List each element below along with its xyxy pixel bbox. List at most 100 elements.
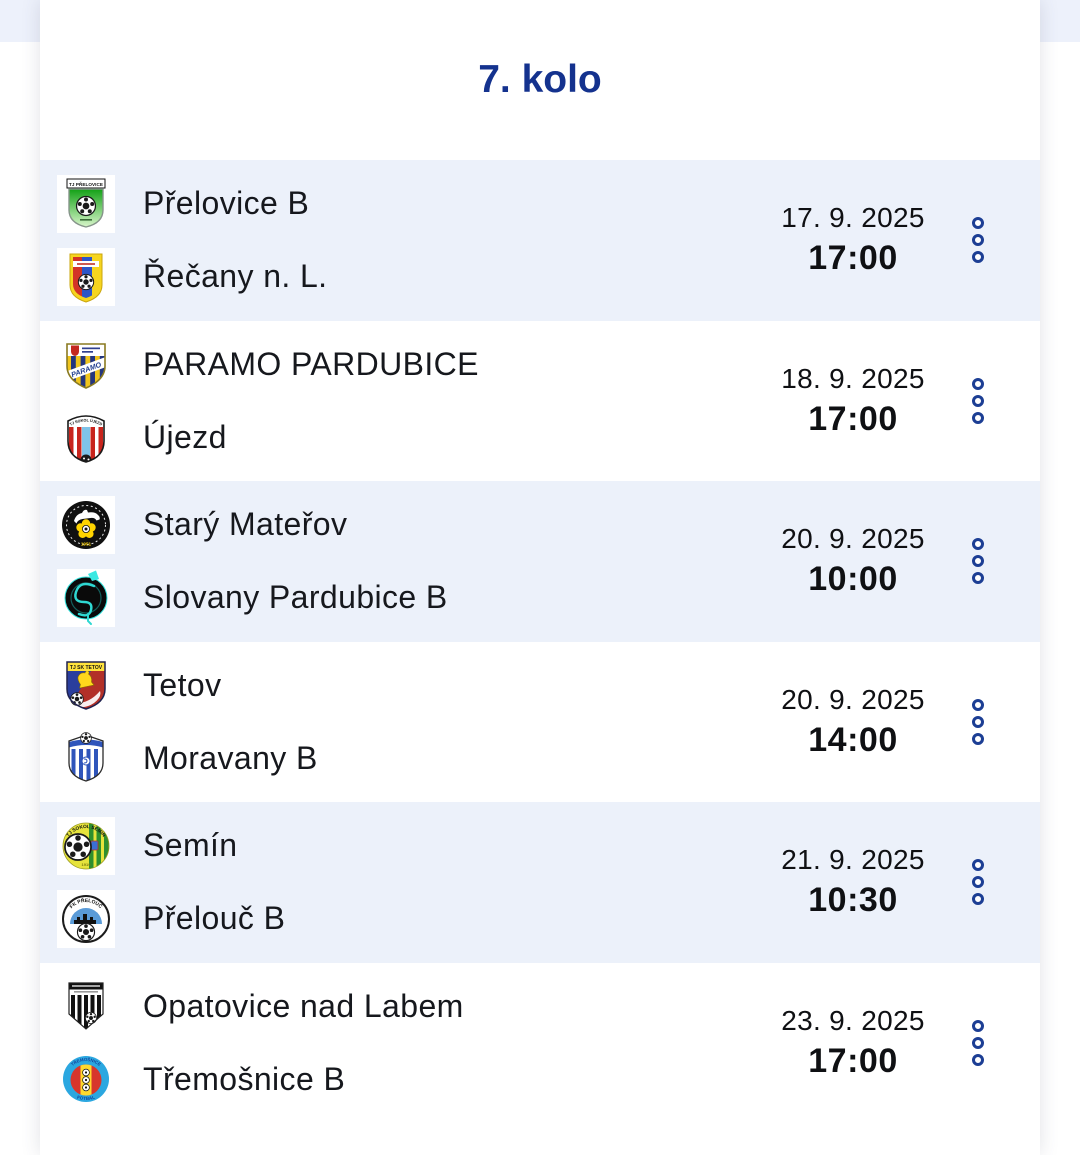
away-team-link[interactable]: FK PŘELOUČ Přelouč B bbox=[57, 889, 285, 948]
ring-dot-icon bbox=[972, 893, 984, 906]
ring-dot-icon bbox=[972, 377, 984, 390]
away-team-logo bbox=[57, 247, 115, 306]
away-team-name: Moravany B bbox=[143, 739, 318, 776]
match-date: 18. 9. 2025 bbox=[781, 362, 925, 394]
home-team-logo bbox=[57, 977, 115, 1036]
home-team-link[interactable]: PARAMO PARAMO PARDUBICE bbox=[57, 335, 479, 394]
slovany-pardubice-crest-icon bbox=[64, 570, 108, 625]
match-time: 17:00 bbox=[808, 239, 898, 278]
moravany-crest-icon bbox=[68, 732, 104, 782]
home-team-link[interactable]: TJ SOKOL SEMÍN 1919 Semín bbox=[57, 816, 285, 875]
match-time: 10:00 bbox=[808, 560, 898, 599]
match-datetime: 21. 9. 2025 10:30 bbox=[772, 842, 934, 922]
prelovice-crest-icon: TJ PŘELOVICE bbox=[66, 178, 106, 228]
away-team-link[interactable]: TJ SOKOL ÚJEZD Újezd bbox=[57, 408, 479, 467]
away-team-name: Třemošnice B bbox=[143, 1060, 346, 1097]
home-team-name: PARAMO PARDUBICE bbox=[143, 345, 479, 382]
away-team-link[interactable]: Slovany Pardubice B bbox=[57, 568, 448, 627]
ring-dot-icon bbox=[972, 555, 984, 568]
ring-dot-icon bbox=[972, 217, 984, 230]
match-time: 17:00 bbox=[808, 1041, 898, 1080]
paramo-pardubice-crest-icon: PARAMO bbox=[66, 343, 106, 390]
away-team-link[interactable]: Řečany n. L. bbox=[57, 247, 328, 306]
home-team-link[interactable]: 1951 Starý Mateřov bbox=[57, 495, 448, 554]
home-team-name: Tetov bbox=[143, 666, 222, 703]
away-team-link[interactable]: TŘEMOŠNICE FOTBAL Třemošnice B bbox=[57, 1050, 464, 1109]
match-row: PARAMO PARAMO PARDUBICE bbox=[40, 321, 1040, 482]
match-options-button[interactable] bbox=[970, 376, 986, 426]
away-team-logo bbox=[57, 568, 115, 627]
round-header: 7. kolo bbox=[40, 0, 1040, 160]
ring-dot-icon bbox=[972, 859, 984, 872]
ring-dot-icon bbox=[972, 234, 984, 247]
ring-dot-icon bbox=[972, 698, 984, 711]
home-team-link[interactable]: TJ PŘELOVICE Přelovice B bbox=[57, 174, 327, 233]
match-row: 1951 Starý Mateřov Slovany Pardubice B bbox=[40, 481, 1040, 642]
match-date: 20. 9. 2025 bbox=[781, 523, 925, 555]
round-title: 7. kolo bbox=[478, 58, 602, 101]
home-team-logo: PARAMO bbox=[57, 335, 115, 394]
stary-materov-crest-icon: 1951 bbox=[62, 500, 110, 549]
ujezd-crest-icon: TJ SOKOL ÚJEZD bbox=[67, 415, 105, 464]
away-team-logo bbox=[57, 729, 115, 788]
match-date: 17. 9. 2025 bbox=[781, 202, 925, 234]
away-team-name: Slovany Pardubice B bbox=[143, 579, 448, 616]
away-team-logo: TŘEMOŠNICE FOTBAL bbox=[57, 1050, 115, 1109]
home-team-name: Opatovice nad Labem bbox=[143, 987, 464, 1024]
ring-dot-icon bbox=[972, 1036, 984, 1049]
match-options-button[interactable] bbox=[970, 697, 986, 747]
ring-dot-icon bbox=[972, 876, 984, 889]
ring-dot-icon bbox=[972, 1019, 984, 1032]
match-date: 23. 9. 2025 bbox=[781, 1004, 925, 1036]
tremosnice-crest-icon: TŘEMOŠNICE FOTBAL bbox=[63, 1056, 109, 1103]
svg-text:FOTBAL: FOTBAL bbox=[77, 1095, 96, 1101]
home-team-name: Přelovice B bbox=[143, 185, 310, 222]
match-options-button[interactable] bbox=[970, 1018, 986, 1068]
ring-dot-icon bbox=[972, 538, 984, 551]
away-team-logo: FK PŘELOUČ bbox=[57, 889, 115, 948]
home-team-name: Starý Mateřov bbox=[143, 506, 348, 543]
ring-dot-icon bbox=[972, 1053, 984, 1066]
semin-crest-icon: TJ SOKOL SEMÍN 1919 bbox=[62, 822, 110, 870]
svg-text:1951: 1951 bbox=[81, 541, 92, 546]
match-row: TJ SK TETOV Tetov bbox=[40, 642, 1040, 803]
away-team-name: Řečany n. L. bbox=[143, 258, 328, 295]
svg-text:TJ PŘELOVICE: TJ PŘELOVICE bbox=[69, 180, 103, 187]
home-team-logo: 1951 bbox=[57, 495, 115, 554]
match-time: 14:00 bbox=[808, 720, 898, 759]
away-team-logo: TJ SOKOL ÚJEZD bbox=[57, 408, 115, 467]
svg-text:TJ SK TETOV: TJ SK TETOV bbox=[70, 665, 103, 671]
tetov-crest-icon: TJ SK TETOV bbox=[66, 661, 106, 711]
home-team-logo: TJ SOKOL SEMÍN 1919 bbox=[57, 816, 115, 875]
svg-text:TŘEMOŠNICE: TŘEMOŠNICE bbox=[70, 1057, 102, 1067]
match-datetime: 17. 9. 2025 17:00 bbox=[772, 200, 934, 280]
match-row: Opatovice nad Labem bbox=[40, 963, 1040, 1124]
away-team-link[interactable]: Moravany B bbox=[57, 729, 318, 788]
match-datetime: 23. 9. 2025 17:00 bbox=[772, 1003, 934, 1083]
match-datetime: 20. 9. 2025 10:00 bbox=[772, 521, 934, 601]
match-time: 10:30 bbox=[808, 881, 898, 920]
svg-text:TJ SOKOL ÚJEZD: TJ SOKOL ÚJEZD bbox=[69, 418, 103, 427]
opatovice-crest-icon bbox=[68, 982, 104, 1031]
match-datetime: 20. 9. 2025 14:00 bbox=[772, 682, 934, 762]
match-time: 17:00 bbox=[808, 399, 898, 438]
away-team-name: Újezd bbox=[143, 418, 227, 455]
match-row: TJ SOKOL SEMÍN 1919 Semín bbox=[40, 802, 1040, 963]
home-team-logo: TJ PŘELOVICE bbox=[57, 174, 115, 233]
match-options-button[interactable] bbox=[970, 215, 986, 265]
svg-text:1919: 1919 bbox=[82, 862, 92, 867]
home-team-link[interactable]: Opatovice nad Labem bbox=[57, 977, 464, 1036]
round-fixtures-card: 7. kolo TJ PŘELOVICE Přelovice B bbox=[40, 0, 1040, 1155]
match-options-button[interactable] bbox=[970, 857, 986, 907]
home-team-logo: TJ SK TETOV bbox=[57, 656, 115, 715]
ring-dot-icon bbox=[972, 732, 984, 745]
match-options-button[interactable] bbox=[970, 536, 986, 586]
home-team-link[interactable]: TJ SK TETOV Tetov bbox=[57, 656, 318, 715]
recany-crest-icon bbox=[69, 253, 103, 303]
match-date: 20. 9. 2025 bbox=[781, 683, 925, 715]
match-row: TJ PŘELOVICE Přelovice B bbox=[40, 160, 1040, 321]
ring-dot-icon bbox=[972, 251, 984, 264]
ring-dot-icon bbox=[972, 715, 984, 728]
match-date: 21. 9. 2025 bbox=[781, 844, 925, 876]
prelouc-crest-icon: FK PŘELOUČ bbox=[62, 894, 110, 943]
